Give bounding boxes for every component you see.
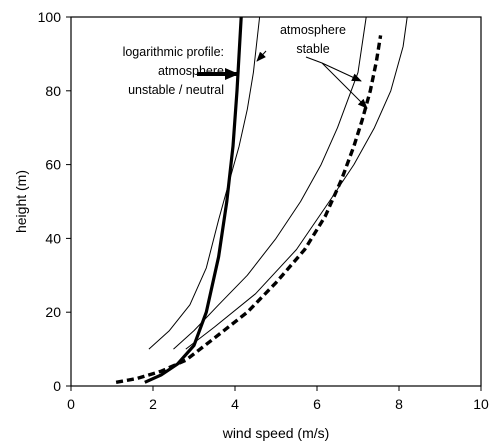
- annotation-stable-line: atmosphere: [280, 23, 346, 37]
- annotation-arrow-thin: [256, 50, 267, 62]
- annotation-stable-arrow-2: [321, 62, 368, 109]
- y-tick-label: 40: [45, 230, 61, 246]
- annotation-log-profile: logarithmic profile: atmosphere unstable /…: [123, 45, 224, 97]
- x-axis-ticks: 0 2 4 6 8 10: [67, 386, 489, 412]
- x-tick-label: 8: [395, 396, 403, 412]
- y-axis-label: height (m): [13, 170, 29, 233]
- x-tick-label: 0: [67, 396, 75, 412]
- y-tick-label: 0: [53, 378, 61, 394]
- series-thin-line: [173, 16, 367, 350]
- y-axis-ticks: 0 20 40 60 80 100: [38, 9, 71, 394]
- x-tick-label: 6: [313, 396, 321, 412]
- annotation-stable-leader: [305, 56, 323, 64]
- x-tick-label: 2: [149, 396, 157, 412]
- plot-frame: [70, 16, 482, 387]
- annotation-log-profile-line: logarithmic profile:: [123, 45, 224, 59]
- annotation-stable: atmosphere stable: [280, 23, 346, 56]
- y-tick-label: 100: [38, 9, 62, 25]
- x-tick-label: 10: [473, 396, 489, 412]
- y-tick-label: 60: [45, 157, 61, 173]
- series-thin-line: [148, 16, 261, 350]
- y-tick-label: 20: [45, 304, 61, 320]
- plot-area: [70, 16, 482, 387]
- y-tick-label: 80: [45, 83, 61, 99]
- x-tick-label: 4: [231, 396, 239, 412]
- annotation-layer: logarithmic profile: atmosphere unstable /…: [123, 23, 368, 109]
- x-axis-label: wind speed (m/s): [222, 425, 330, 441]
- annotation-stable-line: stable: [296, 42, 329, 56]
- annotation-log-profile-line: unstable / neutral: [128, 83, 224, 97]
- series-log-profile-line: [144, 16, 243, 384]
- annotation-stable-arrow-1: [321, 62, 362, 82]
